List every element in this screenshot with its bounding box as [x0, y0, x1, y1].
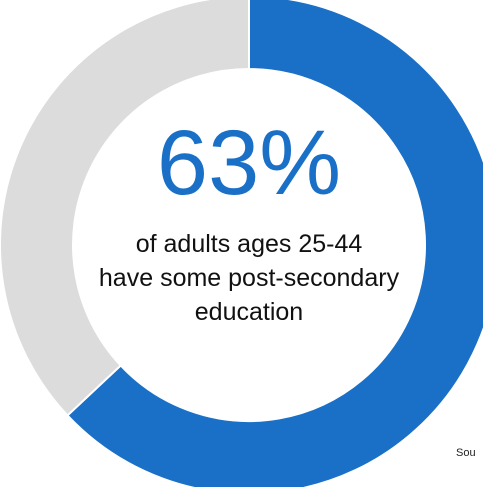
- donut-slice-1: [66, 0, 483, 487]
- source-note: Sou: [456, 447, 476, 459]
- caption-line-3: education: [195, 298, 303, 326]
- headline-percentage: 63%: [157, 112, 341, 214]
- caption-line-1: of adults ages 25-44: [136, 230, 363, 258]
- donut-slice-2: [0, 0, 250, 417]
- caption-line-2: have some post-secondary: [99, 264, 400, 292]
